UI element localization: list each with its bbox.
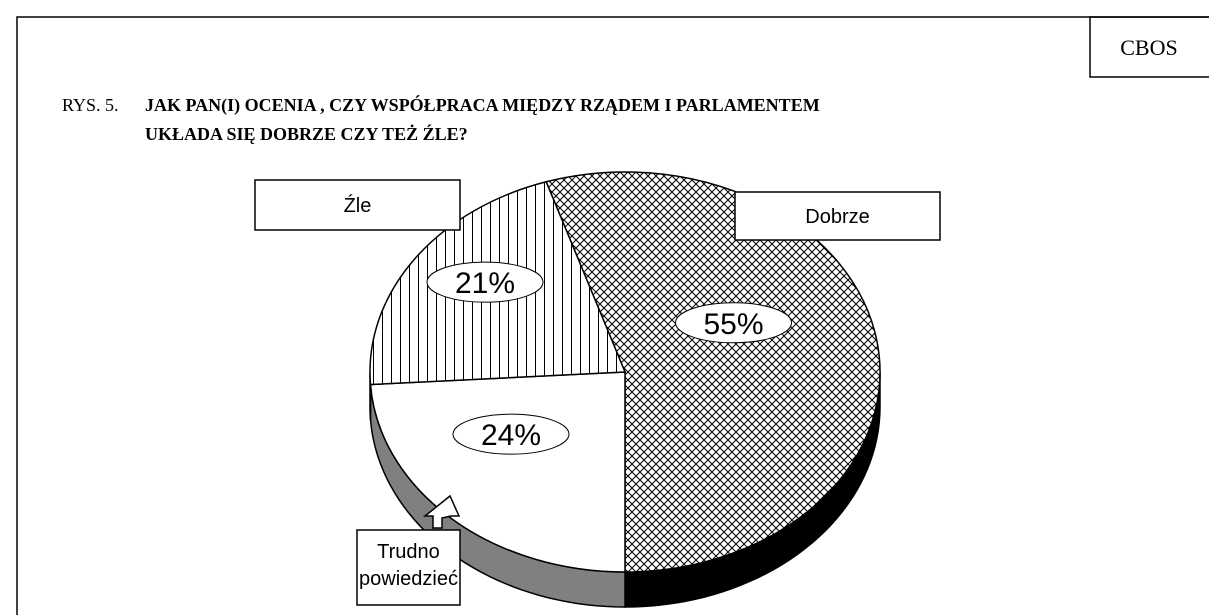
value-label-bubble bbox=[452, 413, 570, 455]
source-box bbox=[1089, 16, 1209, 78]
value-label-bubble bbox=[675, 302, 793, 344]
pie-slice bbox=[545, 171, 881, 573]
value-label: 21% bbox=[455, 267, 515, 300]
source: CBOS bbox=[1120, 35, 1177, 60]
category-box bbox=[356, 529, 461, 606]
category-label: Dobrze bbox=[805, 206, 869, 228]
category-label: Źle bbox=[344, 194, 372, 217]
frame bbox=[16, 16, 1209, 615]
pointer-arrow bbox=[422, 494, 461, 529]
category-label: powiedzieć bbox=[359, 568, 458, 590]
pie-slice bbox=[369, 371, 626, 573]
value-label: 55% bbox=[703, 308, 763, 341]
category-box bbox=[254, 179, 461, 231]
category-label: Trudno bbox=[377, 541, 440, 563]
chart-title: UKŁADA SIĘ DOBRZE CZY TEŻ ŹLE? bbox=[145, 123, 468, 144]
value-label-bubble bbox=[426, 261, 544, 303]
chart-title: JAK PAN(I) OCENIA , CZY WSPÓŁPRACA MIĘDZ… bbox=[145, 94, 820, 116]
category-box bbox=[734, 191, 941, 241]
value-label: 24% bbox=[481, 419, 541, 452]
figure-label: RYS. 5. bbox=[62, 95, 119, 115]
